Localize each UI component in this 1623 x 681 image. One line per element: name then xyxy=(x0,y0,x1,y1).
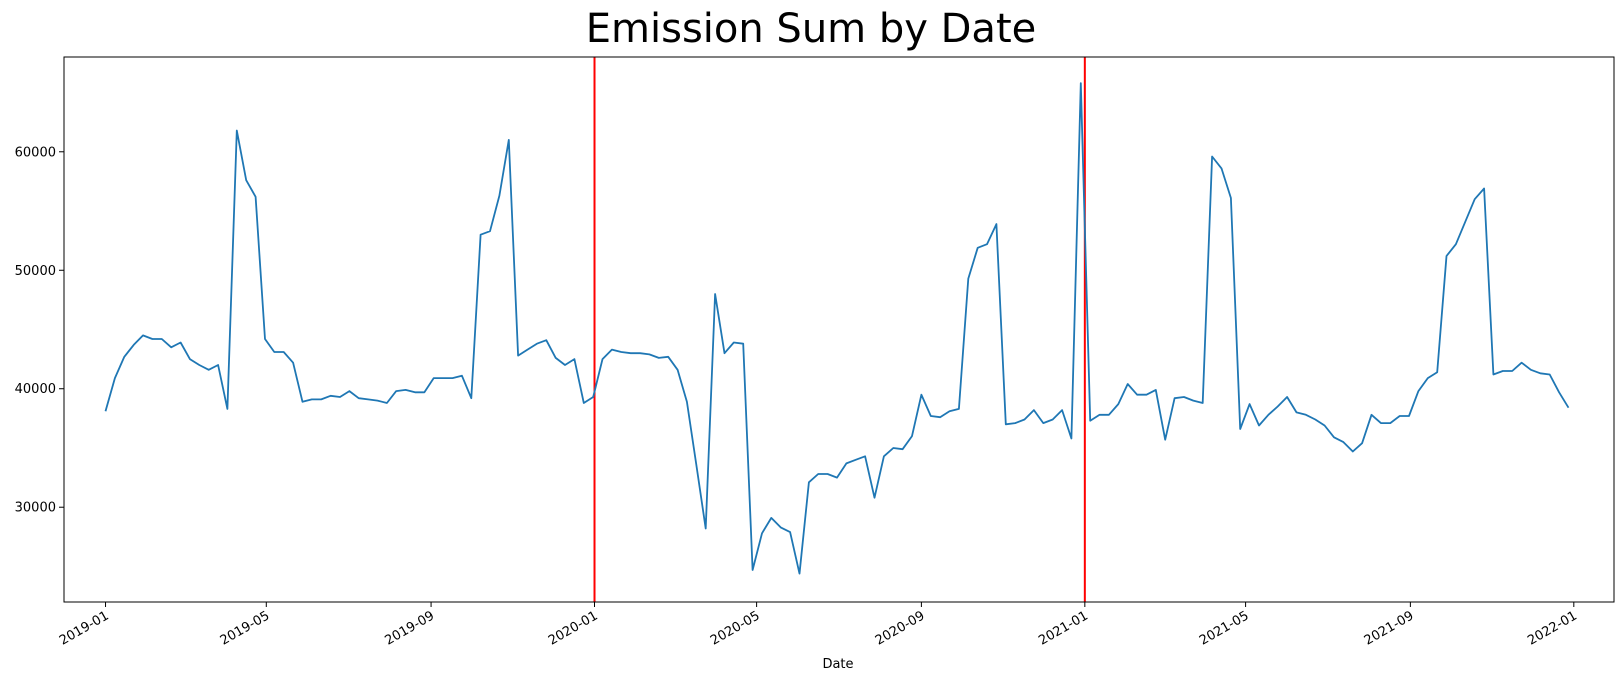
x-tick-label: 2021-09 xyxy=(1362,608,1417,648)
x-axis-label: Date xyxy=(822,657,853,672)
x-tick-label: 2020-09 xyxy=(873,608,928,648)
plot-frame xyxy=(63,56,1615,603)
x-tick-label: 2022-01 xyxy=(1525,608,1580,648)
y-axis: 30000 40000 50000 60000 xyxy=(15,145,64,516)
x-tick-label: 2020-01 xyxy=(546,608,601,648)
x-tick-label: 2019-09 xyxy=(383,608,438,648)
plot-area xyxy=(64,57,1614,602)
x-axis: 2019-01 2019-05 2019-09 2020-01 2020-05 2020-… xyxy=(57,602,1580,649)
x-tick-label: 2021-01 xyxy=(1036,608,1091,648)
reference-lines xyxy=(593,57,1086,602)
y-tick-label: 30000 xyxy=(15,501,56,516)
y-tick-label: 60000 xyxy=(15,145,56,160)
x-tick-label: 2019-01 xyxy=(57,608,112,648)
emission-series-line xyxy=(104,82,1570,575)
y-tick-label: 40000 xyxy=(15,382,56,397)
y-tick-label: 50000 xyxy=(15,264,56,279)
x-tick-label: 2020-05 xyxy=(708,608,763,648)
x-tick-label: 2019-05 xyxy=(218,608,273,648)
chart-title: Emission Sum by Date xyxy=(586,6,1037,52)
x-tick-label: 2021-05 xyxy=(1197,608,1252,648)
